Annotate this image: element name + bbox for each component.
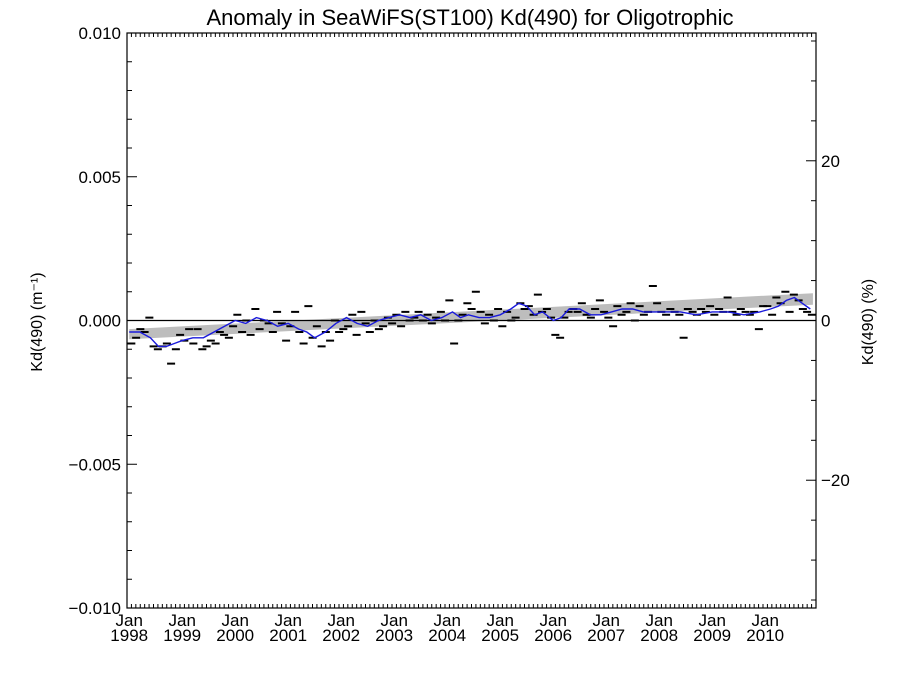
x-tick-label-month: Jan xyxy=(487,611,514,630)
right-tick-label: −20 xyxy=(821,471,850,490)
x-tick-label-month: Jan xyxy=(699,611,726,630)
x-tick-label-month: Jan xyxy=(381,611,408,630)
x-tick-label-year: 2009 xyxy=(693,626,731,645)
x-tick-label-month: Jan xyxy=(222,611,249,630)
x-tick-label-year: 2005 xyxy=(481,626,519,645)
x-tick-label-month: Jan xyxy=(593,611,620,630)
running-mean-path xyxy=(129,296,811,348)
x-tick-label-year: 1998 xyxy=(110,626,148,645)
x-tick-label-month: Jan xyxy=(328,611,355,630)
y-axis-label-left: Kd(490) (m⁻¹) xyxy=(29,272,46,371)
y-tick-label: −0.005 xyxy=(69,455,121,474)
x-tick-label-month: Jan xyxy=(275,611,302,630)
y-tick-label: 0.005 xyxy=(78,168,121,187)
chart-title: Anomaly in SeaWiFS(ST100) Kd(490) for Ol… xyxy=(207,5,734,30)
x-tick-label-year: 2000 xyxy=(216,626,254,645)
y-tick-label: 0.010 xyxy=(78,24,121,43)
running-mean-line xyxy=(129,296,811,348)
right-tick-label: 20 xyxy=(821,152,840,171)
x-tick-label-year: 2004 xyxy=(428,626,466,645)
x-tick-label-year: 2002 xyxy=(322,626,360,645)
x-tick-label-year: 2008 xyxy=(640,626,678,645)
x-tick-label-month: Jan xyxy=(752,611,779,630)
y-tick-label: −0.010 xyxy=(69,599,121,618)
x-tick-label-month: Jan xyxy=(116,611,143,630)
x-tick-label-month: Jan xyxy=(434,611,461,630)
x-tick-label-year: 2006 xyxy=(534,626,572,645)
x-tick-label-year: 2001 xyxy=(269,626,307,645)
x-tick-label-month: Jan xyxy=(169,611,196,630)
x-axis: Jan1998Jan1999Jan2000Jan2001Jan2002Jan20… xyxy=(110,33,817,645)
y-axis-label-right: Kd(490) (%) xyxy=(860,279,877,365)
x-tick-label-year: 1999 xyxy=(163,626,201,645)
x-tick-label-year: 2010 xyxy=(746,626,784,645)
right-tick-label: 0 xyxy=(821,312,830,331)
x-tick-label-year: 2003 xyxy=(375,626,413,645)
y-axis-right: −20 0 20 xyxy=(806,40,850,601)
y-axis-left: −0.010 −0.005 0.000 0.005 0.010 xyxy=(69,24,137,618)
x-tick-label-month: Jan xyxy=(540,611,567,630)
x-tick-label-year: 2007 xyxy=(587,626,625,645)
x-tick-label-month: Jan xyxy=(646,611,673,630)
y-tick-label: 0.000 xyxy=(78,312,121,331)
